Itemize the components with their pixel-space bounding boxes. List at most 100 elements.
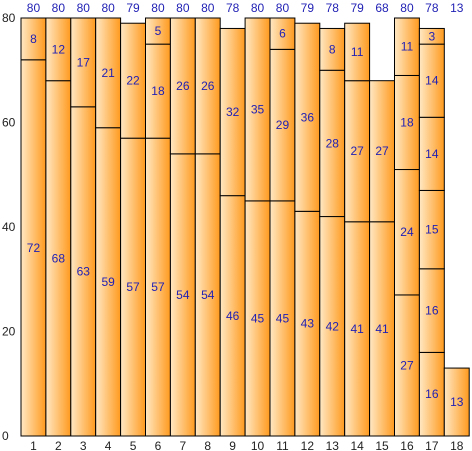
bar-total-label: 78 (326, 1, 340, 15)
bar-segment (20, 17, 47, 61)
segment-value-label: 29 (276, 118, 290, 132)
segment-value-label: 43 (301, 317, 315, 331)
bar-segment (369, 80, 396, 223)
bar-total-label: 79 (350, 1, 364, 15)
segment-value-label: 54 (201, 288, 215, 302)
bar-segment (319, 27, 346, 71)
bar-segment (244, 17, 271, 202)
segment-value-label: 18 (151, 84, 165, 98)
bar-segment (344, 22, 371, 82)
y-tick-label: 80 (2, 11, 16, 25)
x-tick-label: 11 (276, 439, 289, 451)
y-tick-label: 40 (2, 220, 16, 234)
bar-segment (219, 27, 246, 197)
segment-value-label: 26 (201, 79, 215, 93)
x-tick-label: 5 (130, 439, 137, 451)
segment-value-label: 36 (301, 110, 315, 124)
segment-value-label: 35 (251, 102, 265, 116)
bar-total-label: 80 (201, 1, 215, 15)
segment-value-label: 63 (77, 264, 91, 278)
segment-value-label: 68 (52, 251, 66, 265)
x-tick-label: 2 (55, 439, 62, 451)
x-tick-label: 1 (30, 439, 37, 451)
segment-value-label: 72 (27, 241, 41, 255)
bar-total-label: 78 (226, 1, 240, 15)
segment-value-label: 24 (400, 225, 414, 239)
segment-value-label: 14 (425, 74, 439, 88)
x-tick-label: 14 (350, 439, 364, 451)
segment-value-label: 17 (77, 55, 91, 69)
bar-segment (145, 17, 171, 45)
bar-total-label: 80 (276, 1, 290, 15)
bar-total-label: 78 (425, 1, 439, 15)
bar-segment (319, 69, 346, 218)
segment-value-label: 8 (329, 42, 336, 56)
x-tick-label: 4 (105, 439, 112, 451)
bar-segment (20, 59, 47, 437)
segment-value-label: 27 (350, 144, 364, 158)
bar-segment (145, 43, 171, 139)
x-tick-label: 9 (229, 439, 236, 451)
bar-total-label: 80 (400, 1, 414, 15)
segment-value-label: 27 (375, 144, 389, 158)
bar-segment (194, 17, 221, 155)
x-tick-label: 15 (375, 439, 389, 451)
x-tick-label: 12 (301, 439, 315, 451)
bar-total-label: 79 (301, 1, 315, 15)
segment-value-label: 45 (276, 311, 290, 325)
segment-value-label: 59 (101, 275, 115, 289)
segment-value-label: 22 (126, 74, 140, 88)
bar-segment (219, 195, 246, 437)
segment-value-label: 6 (279, 27, 286, 41)
y-tick-label: 0 (2, 429, 9, 443)
bar-total-label: 80 (101, 1, 115, 15)
y-tick-label: 20 (2, 325, 16, 339)
segment-value-label: 27 (400, 358, 414, 372)
segment-value-label: 57 (126, 280, 140, 294)
bar-total-label: 80 (52, 1, 66, 15)
x-tick-label: 8 (204, 439, 211, 451)
bars-layer: 7288068128063178059218057227957185805426… (20, 1, 470, 437)
bar-total-label: 80 (27, 1, 41, 15)
bar-total-label: 80 (251, 1, 265, 15)
segment-value-label: 28 (326, 136, 340, 150)
segment-value-label: 16 (425, 387, 439, 401)
x-tick-label: 16 (400, 439, 414, 451)
bar-segment (418, 189, 445, 270)
segment-value-label: 57 (151, 280, 165, 294)
bar-segment (194, 153, 221, 437)
segment-value-label: 41 (375, 322, 389, 336)
x-tick-label: 18 (450, 439, 464, 451)
segment-value-label: 45 (251, 311, 265, 325)
segment-value-label: 18 (400, 116, 414, 130)
segment-value-label: 12 (52, 42, 66, 56)
bar-segment (269, 48, 296, 202)
bar-segment (418, 116, 445, 191)
segment-value-label: 42 (326, 319, 340, 333)
segment-value-label: 13 (450, 395, 464, 409)
x-tick-label: 13 (326, 439, 340, 451)
x-tick-label: 3 (80, 439, 87, 451)
x-tick-label: 7 (180, 439, 187, 451)
bar-segment (418, 27, 445, 45)
bar-total-label: 80 (77, 1, 91, 15)
segment-value-label: 3 (429, 29, 436, 43)
bar-segment (394, 17, 420, 76)
bar-segment (95, 17, 122, 129)
segment-value-label: 46 (226, 309, 240, 323)
bar-segment (120, 22, 146, 139)
segment-value-label: 41 (350, 322, 364, 336)
bar-segment (70, 17, 97, 108)
bar-segment (319, 216, 346, 437)
segment-value-label: 11 (351, 45, 364, 59)
bar-segment (244, 200, 271, 437)
segment-value-label: 32 (226, 105, 240, 119)
bar-total-label: 80 (151, 1, 165, 15)
bar-segment (394, 169, 420, 296)
y-tick-label: 60 (2, 116, 16, 130)
segment-value-label: 54 (176, 288, 190, 302)
x-tick-label: 10 (251, 439, 265, 451)
bar-total-label: 13 (450, 1, 464, 15)
